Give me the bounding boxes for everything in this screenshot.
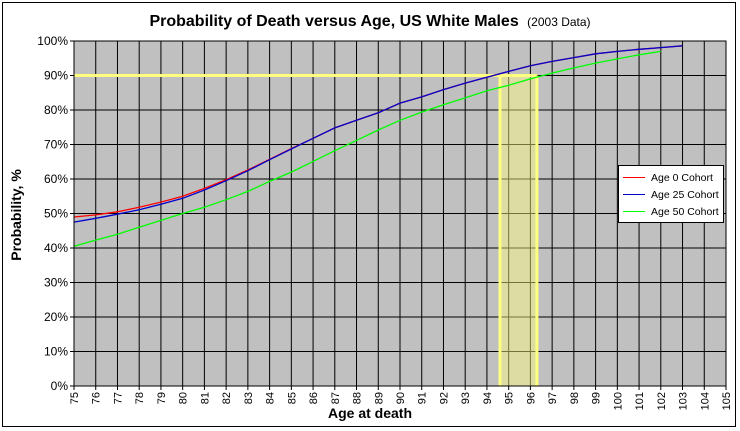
chart-frame: Probability of Death versus Age, US Whit… bbox=[2, 2, 736, 427]
x-tick-label: 91 bbox=[417, 392, 429, 404]
highlight-band bbox=[499, 75, 537, 386]
legend: Age 0 Cohort Age 25 Cohort Age 50 Cohort bbox=[618, 165, 724, 223]
x-tick-label: 93 bbox=[460, 392, 472, 404]
x-tick-label: 101 bbox=[634, 392, 646, 410]
x-tick-label: 88 bbox=[352, 392, 364, 404]
y-tick-label: 70% bbox=[44, 138, 68, 152]
x-tick-label: 85 bbox=[286, 392, 298, 404]
legend-label: Age 25 Cohort bbox=[651, 188, 719, 201]
x-tick-label: 80 bbox=[178, 392, 190, 404]
legend-label: Age 0 Cohort bbox=[651, 171, 713, 184]
y-tick-labels: 0% 10% 20% 30% 40% 50% 60% 70% 80% 90% 100% bbox=[37, 34, 68, 393]
chart-title-main: Probability of Death versus Age, US Whit… bbox=[149, 13, 518, 30]
x-tick-label: 99 bbox=[591, 392, 603, 404]
x-tick-label: 83 bbox=[243, 392, 255, 404]
x-tick-label: 92 bbox=[438, 392, 450, 404]
x-tick-label: 104 bbox=[699, 392, 711, 410]
y-tick-label: 40% bbox=[44, 241, 68, 255]
y-tick-label: 60% bbox=[44, 172, 68, 186]
legend-item-2: Age 25 Cohort bbox=[623, 186, 719, 203]
legend-swatch bbox=[623, 177, 645, 178]
x-axis-label: Age at death bbox=[328, 405, 412, 421]
y-tick-label: 100% bbox=[37, 34, 68, 48]
y-tick-label: 30% bbox=[44, 276, 68, 290]
chart-svg: Probability of Death versus Age, US Whit… bbox=[8, 13, 733, 421]
x-tick-label: 81 bbox=[199, 392, 211, 404]
x-tick-label: 100 bbox=[612, 392, 624, 410]
y-tick-label: 80% bbox=[44, 103, 68, 117]
x-tick-label: 89 bbox=[373, 392, 385, 404]
series-line-3 bbox=[73, 50, 661, 247]
legend-label: Age 50 Cohort bbox=[651, 205, 719, 218]
x-tick-label: 77 bbox=[112, 392, 124, 404]
y-tick-label: 10% bbox=[44, 345, 68, 359]
x-tick-label: 78 bbox=[134, 392, 146, 404]
x-tick-label: 84 bbox=[265, 392, 277, 404]
y-axis-label: Probability, % bbox=[8, 169, 24, 261]
chart-title: Probability of Death versus Age, US Whit… bbox=[149, 13, 590, 30]
x-tick-label: 87 bbox=[330, 392, 342, 404]
y-tick-label: 20% bbox=[44, 310, 68, 324]
x-tick-label: 90 bbox=[395, 392, 407, 404]
legend-swatch bbox=[623, 211, 645, 212]
y-tick-label: 0% bbox=[51, 379, 69, 393]
x-tick-label: 76 bbox=[91, 392, 103, 404]
y-tick-label: 50% bbox=[44, 207, 68, 221]
x-tick-label: 97 bbox=[547, 392, 559, 404]
axes bbox=[70, 40, 727, 390]
legend-swatch bbox=[623, 194, 645, 195]
x-tick-label: 105 bbox=[721, 392, 733, 410]
x-tick-label: 79 bbox=[156, 392, 168, 404]
highlight-region bbox=[74, 74, 539, 386]
x-tick-label: 96 bbox=[525, 392, 537, 404]
x-tick-labels: 75 76 77 78 79 80 81 82 83 84 85 86 87 88 89 90 91 92 93 94… bbox=[69, 392, 733, 410]
x-tick-label: 98 bbox=[569, 392, 581, 404]
x-tick-label: 95 bbox=[504, 392, 516, 404]
x-tick-label: 86 bbox=[308, 392, 320, 404]
x-tick-label: 103 bbox=[678, 392, 690, 410]
x-tick-label: 102 bbox=[656, 392, 668, 410]
legend-item-1: Age 0 Cohort bbox=[623, 169, 719, 186]
y-tick-label: 90% bbox=[44, 69, 68, 83]
series-lines bbox=[73, 45, 683, 247]
legend-item-3: Age 50 Cohort bbox=[623, 203, 719, 220]
x-tick-label: 75 bbox=[69, 392, 81, 404]
x-tick-label: 94 bbox=[482, 392, 494, 404]
series-line-2 bbox=[73, 45, 683, 223]
x-tick-label: 82 bbox=[221, 392, 233, 404]
chart-title-sub: (2003 Data) bbox=[527, 15, 590, 29]
